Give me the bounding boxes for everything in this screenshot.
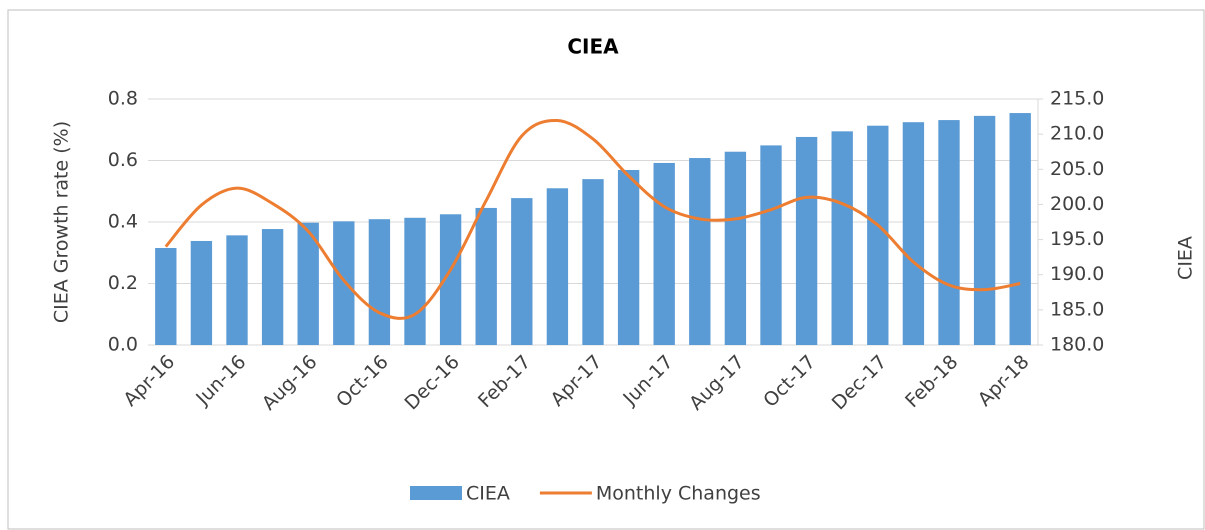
bar <box>795 136 818 345</box>
y2-tick-label: 190.0 <box>1050 263 1104 285</box>
bar <box>261 229 284 345</box>
y-tick-label: 0.2 <box>108 272 138 294</box>
bar <box>724 151 747 345</box>
bar <box>973 115 996 346</box>
y2-tick-label: 195.0 <box>1050 228 1104 250</box>
y2-tick-label: 185.0 <box>1050 298 1104 320</box>
bar <box>760 145 782 345</box>
bar <box>368 219 391 345</box>
bar <box>546 188 569 345</box>
line <box>164 118 1021 320</box>
chart-title: CIEA <box>567 35 619 59</box>
bar <box>1009 113 1031 345</box>
y2-tick-label: 205.0 <box>1050 158 1104 180</box>
y-tick-label: 0.4 <box>108 211 138 233</box>
y-axis-label: CIEA Growth rate (%) <box>51 121 73 323</box>
bar <box>333 221 355 345</box>
y2-tick-label: 210.0 <box>1050 123 1104 145</box>
bar <box>938 120 960 345</box>
bar <box>297 222 319 345</box>
bar <box>511 198 533 345</box>
y-tick-label: 0.6 <box>108 149 138 171</box>
y-tick-label: 0.8 <box>108 88 138 110</box>
bar <box>439 214 462 345</box>
bar <box>689 158 711 345</box>
bar <box>831 131 853 345</box>
y2-tick-label: 180.0 <box>1050 334 1104 356</box>
y-tick-label: 0.0 <box>108 334 138 356</box>
legend-label: CIEA <box>466 483 510 505</box>
legend-label: Monthly Changes <box>596 483 761 505</box>
y2-tick-label: 200.0 <box>1050 193 1104 215</box>
bar <box>617 169 640 345</box>
y2-tick-label: 215.0 <box>1050 88 1104 110</box>
bar <box>653 162 675 345</box>
bar <box>582 179 604 345</box>
bar <box>190 240 213 345</box>
bar <box>404 217 426 345</box>
bar <box>867 125 889 345</box>
bar <box>475 207 497 345</box>
bar <box>902 122 925 346</box>
y2-axis-label: CIEA <box>1175 236 1197 280</box>
bar <box>155 248 177 345</box>
bar <box>226 235 248 345</box>
legend-swatch <box>410 486 462 500</box>
